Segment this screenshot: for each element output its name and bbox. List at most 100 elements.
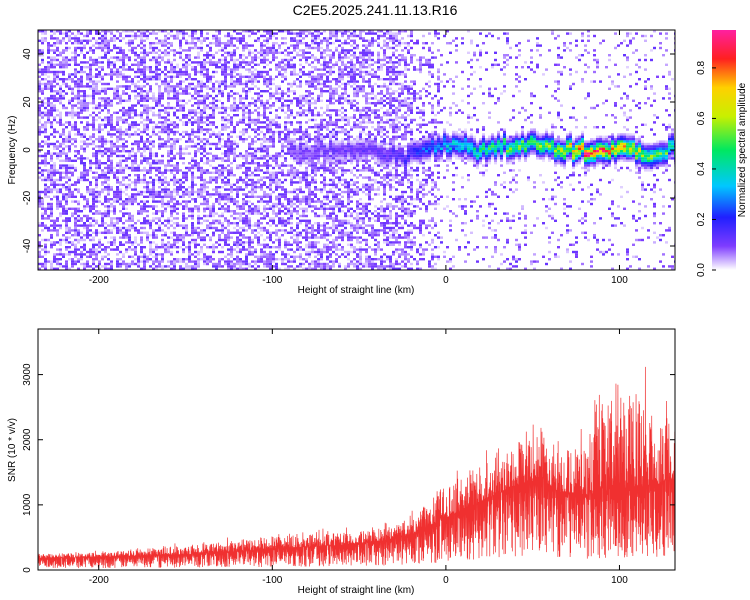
heatmap-cell: [203, 142, 206, 146]
heatmap-cell: [161, 42, 164, 45]
heatmap-cell: [191, 229, 194, 232]
heatmap-cell: [161, 255, 164, 258]
heatmap-cell: [164, 34, 167, 38]
heatmap-cell: [155, 123, 158, 126]
heatmap-cell: [53, 37, 56, 40]
heatmap-cell: [257, 106, 260, 110]
heatmap-cell: [149, 241, 152, 244]
heatmap-cell: [194, 200, 197, 203]
heatmap-cell: [89, 162, 92, 165]
heatmap-cell: [176, 181, 179, 184]
heatmap-cell: [164, 68, 167, 71]
heatmap-cell: [203, 61, 206, 64]
heatmap-cell: [236, 164, 239, 167]
heatmap-cell: [83, 128, 86, 131]
heatmap-cell: [158, 94, 161, 98]
heatmap-cell: [269, 80, 272, 83]
heatmap-cell: [215, 246, 218, 249]
heatmap-cell: [272, 176, 275, 179]
heatmap-cell: [104, 267, 107, 270]
heatmap-cell: [173, 210, 176, 213]
heatmap-cell: [212, 54, 215, 57]
heatmap-cell: [305, 260, 308, 263]
heatmap-cell: [50, 121, 53, 124]
heatmap-cell: [143, 174, 146, 177]
heatmap-cell: [275, 224, 278, 227]
heatmap-cell: [230, 130, 233, 134]
heatmap-cell: [188, 109, 191, 112]
heatmap-cell: [248, 253, 251, 256]
heatmap-cell: [107, 87, 110, 90]
heatmap-cell: [242, 260, 245, 263]
heatmap-cell: [293, 66, 296, 69]
heatmap-cell: [128, 44, 131, 47]
heatmap-cell: [275, 186, 278, 189]
heatmap-cell: [230, 246, 233, 249]
heatmap-cell: [239, 63, 242, 66]
heatmap-cell: [194, 243, 197, 246]
heatmap-cell: [266, 222, 269, 225]
heatmap-cell: [170, 253, 173, 256]
heatmap-cell: [143, 226, 146, 230]
heatmap-cell: [47, 138, 50, 141]
heatmap-cell: [155, 133, 158, 136]
heatmap-cell: [296, 246, 299, 249]
heatmap-cell: [266, 39, 269, 42]
heatmap-cell: [143, 246, 146, 249]
heatmap-cell: [209, 212, 212, 215]
heatmap-cell: [56, 147, 59, 150]
heatmap-cell: [152, 241, 155, 244]
heatmap-cell: [179, 56, 182, 59]
heatmap-cell: [143, 207, 146, 210]
heatmap-cell: [272, 49, 275, 52]
heatmap-cell: [47, 99, 50, 102]
heatmap-cell: [119, 250, 122, 254]
heatmap-cell: [86, 214, 89, 218]
heatmap-cell: [269, 258, 272, 261]
heatmap-cell: [104, 92, 107, 95]
heatmap-cell: [227, 73, 230, 76]
heatmap-cell: [185, 63, 188, 66]
heatmap-cell: [257, 238, 260, 242]
heatmap-cell: [98, 104, 101, 107]
heatmap-cell: [146, 68, 149, 71]
heatmap-cell: [245, 154, 248, 158]
heatmap-cell: [245, 262, 248, 266]
heatmap-cell: [158, 186, 161, 189]
heatmap-cell: [50, 219, 53, 222]
heatmap-cell: [146, 128, 149, 131]
heatmap-cell: [305, 186, 308, 189]
heatmap-cell: [263, 70, 266, 74]
heatmap-cell: [110, 236, 113, 239]
heatmap-cell: [164, 73, 167, 76]
heatmap-cell: [200, 250, 203, 254]
heatmap-cell: [119, 166, 122, 170]
heatmap-cell: [95, 171, 98, 174]
heatmap-cell: [44, 250, 47, 254]
heatmap-cell: [128, 198, 131, 201]
heatmap-cell: [98, 80, 101, 83]
heatmap-cell: [44, 183, 47, 186]
heatmap-cell: [101, 258, 104, 261]
heatmap-cell: [122, 234, 125, 237]
heatmap-cell: [110, 140, 113, 143]
heatmap-cell: [161, 109, 164, 112]
heatmap-cell: [41, 99, 44, 102]
heatmap-cell: [230, 68, 233, 71]
heatmap-cell: [47, 150, 50, 153]
heatmap-cell: [170, 157, 173, 160]
heatmap-cell: [143, 97, 146, 100]
heatmap-cell: [137, 34, 140, 38]
heatmap-cell: [227, 145, 230, 148]
heatmap-cell: [86, 186, 89, 189]
heatmap-cell: [245, 176, 248, 179]
heatmap-cell: [296, 39, 299, 42]
heatmap-cell: [239, 32, 242, 35]
heatmap-cell: [230, 118, 233, 122]
heatmap-cell: [53, 73, 56, 76]
heatmap-cell: [86, 39, 89, 42]
heatmap-cell: [200, 229, 203, 232]
heatmap-cell: [296, 147, 299, 150]
heatmap-cell: [74, 207, 77, 210]
heatmap-cell: [152, 200, 155, 203]
